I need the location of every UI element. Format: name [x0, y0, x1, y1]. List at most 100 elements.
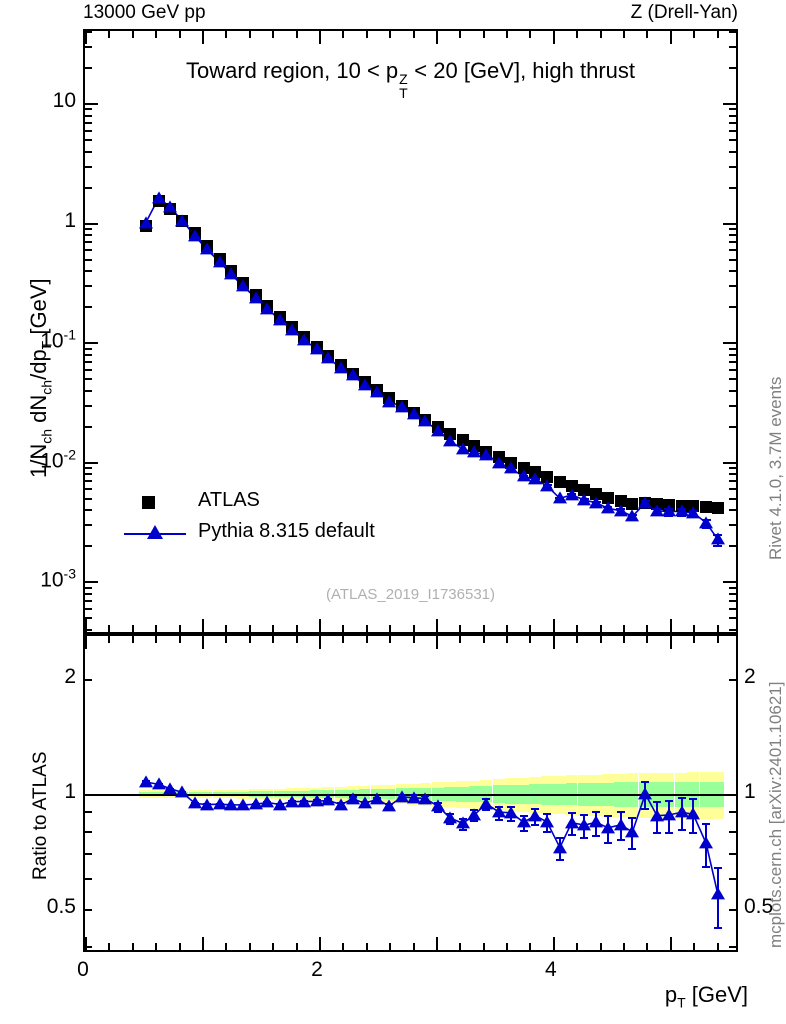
mc-data-point	[151, 191, 166, 204]
x-tick	[646, 636, 649, 643]
ratio-data-point	[357, 796, 372, 809]
ratio-data-point	[577, 818, 592, 831]
x-tick	[552, 937, 555, 950]
y-tick	[723, 222, 736, 225]
mc-data-point	[600, 501, 615, 514]
mc-data-point	[552, 491, 567, 504]
x-tick	[552, 31, 555, 44]
ratio-data-point	[589, 815, 604, 828]
x-tick	[318, 619, 321, 632]
x-tick	[693, 31, 696, 38]
y-tick	[85, 45, 92, 48]
x-tick	[623, 943, 626, 950]
mc-data-point	[285, 323, 300, 336]
x-tick	[716, 943, 719, 950]
x-tick	[529, 31, 532, 38]
atlas-data-point	[553, 475, 566, 488]
x-tick	[389, 625, 392, 632]
main-y-tick-label: 1	[64, 208, 76, 232]
ratio-error-cap	[616, 839, 625, 842]
mc-data-point	[334, 361, 349, 374]
ratio-data-point	[151, 777, 166, 790]
y-tick	[85, 467, 92, 470]
y-tick	[729, 234, 736, 237]
y-tick	[85, 593, 92, 596]
x-tick	[435, 31, 438, 44]
y-tick	[729, 586, 736, 589]
ratio-error-cap	[580, 814, 589, 817]
ratio-data-point	[285, 795, 300, 808]
y-tick	[729, 473, 736, 476]
y-tick	[729, 360, 736, 363]
mc-data-point	[503, 461, 518, 474]
x-tick	[599, 943, 602, 950]
y-tick	[723, 581, 736, 584]
ratio-error-cap	[519, 830, 528, 833]
y-tick	[729, 150, 736, 153]
y-tick	[729, 129, 736, 132]
ratio-error-cap	[519, 814, 528, 817]
mc-data-point	[175, 213, 190, 226]
ratio-error-cap	[543, 831, 551, 834]
mc-data-point	[492, 456, 507, 469]
x-tick	[389, 31, 392, 38]
ratio-error-cap	[580, 837, 589, 840]
x-tick	[529, 636, 532, 643]
y-tick	[729, 186, 736, 189]
y-tick	[85, 617, 92, 620]
y-tick	[85, 222, 98, 225]
mc-data-point	[163, 200, 178, 213]
y-tick	[85, 31, 92, 33]
x-tick	[459, 31, 462, 38]
x-tick	[506, 943, 509, 950]
ratio-data-point	[638, 787, 653, 800]
y-tick	[85, 473, 92, 476]
y-tick	[85, 425, 92, 428]
y-tick	[729, 878, 736, 881]
x-tick	[693, 625, 696, 632]
ratio-data-point	[138, 775, 153, 788]
x-tick	[248, 31, 251, 38]
ratio-y-axis-title: Ratio to ATLAS	[30, 751, 51, 881]
x-tick	[669, 636, 672, 649]
ratio-data-point	[613, 818, 628, 831]
x-tick	[576, 943, 579, 950]
ratio-error-cap	[652, 800, 661, 803]
ratio-data-point	[649, 809, 664, 822]
x-tick	[248, 636, 251, 643]
x-tick	[85, 31, 87, 44]
x-tick	[131, 943, 134, 950]
x-tick	[201, 937, 204, 950]
x-tick	[576, 31, 579, 38]
x-tick	[412, 636, 415, 643]
x-tick	[318, 31, 321, 44]
x-tick	[365, 625, 368, 632]
x-tick	[482, 636, 485, 643]
x-tick	[623, 31, 626, 38]
rivet-credit: Rivet 4.1.0, 3.7M events	[766, 376, 785, 560]
x-tick	[248, 625, 251, 632]
ratio-error-cap	[628, 817, 637, 820]
ratio-data-point	[382, 799, 397, 812]
x-tick	[435, 937, 438, 950]
mc-data-point	[199, 242, 214, 255]
ratio-data-point	[224, 798, 239, 811]
y-tick	[729, 509, 736, 512]
y-tick	[729, 945, 736, 948]
mc-data-point	[625, 509, 640, 522]
plot-title-prefix: Toward region, 10 < p	[185, 58, 399, 83]
ratio-error-cap	[702, 823, 711, 826]
ratio-data-point	[260, 795, 275, 808]
legend-label-pythia: Pythia 8.315 default	[198, 520, 375, 542]
ratio-data-point	[503, 806, 518, 819]
y-tick	[85, 488, 92, 491]
main-y-axis-title: 1/Nch dNch/dpT [GeV]	[26, 278, 54, 478]
y-tick	[85, 878, 92, 881]
mc-data-point	[260, 302, 275, 315]
ratio-error-cap	[641, 781, 650, 784]
mc-data-point	[455, 442, 470, 455]
main-y-tick-label: 10	[52, 89, 76, 112]
y-tick	[85, 360, 92, 363]
ratio-data-point	[370, 792, 385, 805]
y-tick	[729, 378, 736, 381]
